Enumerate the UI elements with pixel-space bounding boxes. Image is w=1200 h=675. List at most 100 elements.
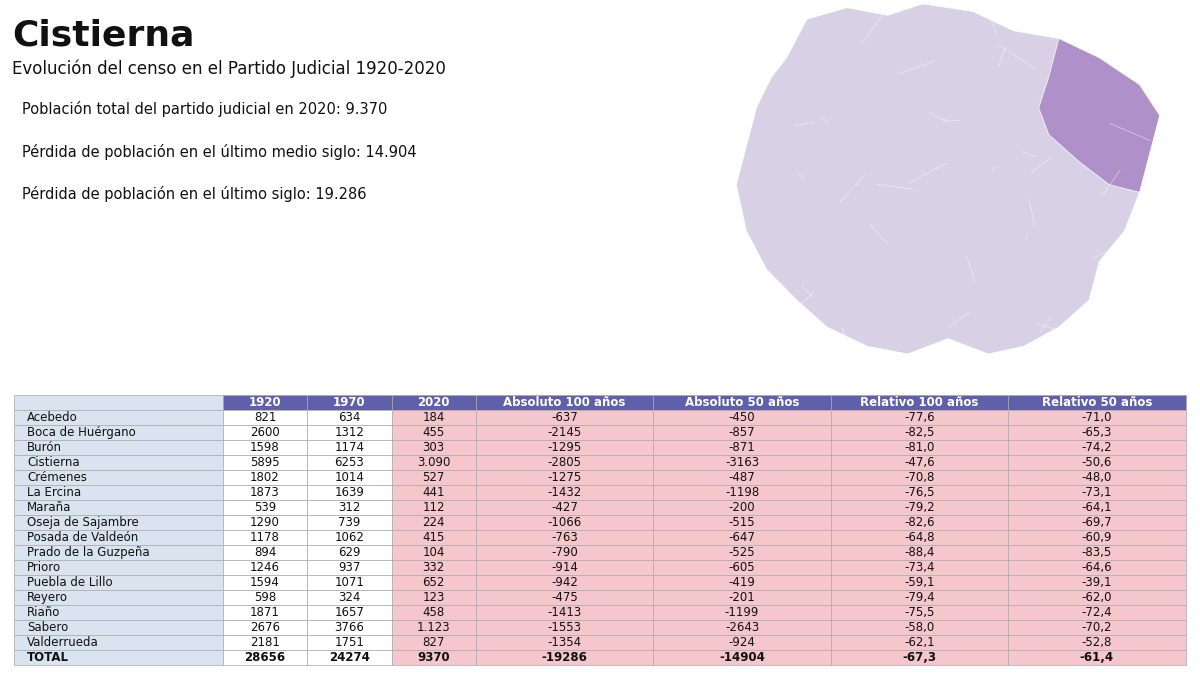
Text: Absoluto 50 años: Absoluto 50 años bbox=[685, 396, 799, 409]
Text: -487: -487 bbox=[728, 471, 755, 484]
Text: -637: -637 bbox=[551, 411, 578, 424]
Bar bbox=[307, 635, 391, 650]
Text: 937: 937 bbox=[338, 561, 360, 574]
Text: -475: -475 bbox=[551, 591, 578, 604]
Bar bbox=[307, 650, 391, 665]
Text: -3163: -3163 bbox=[725, 456, 760, 469]
Text: 1920: 1920 bbox=[248, 396, 281, 409]
Text: -81,0: -81,0 bbox=[905, 441, 935, 454]
Bar bbox=[653, 395, 830, 410]
Bar bbox=[223, 440, 307, 455]
Bar bbox=[1008, 635, 1186, 650]
Bar bbox=[391, 590, 476, 605]
Bar bbox=[223, 605, 307, 620]
Text: -73,1: -73,1 bbox=[1081, 486, 1112, 499]
Bar bbox=[391, 485, 476, 500]
Bar bbox=[391, 545, 476, 560]
Bar bbox=[476, 635, 653, 650]
Bar bbox=[223, 410, 307, 425]
Text: 894: 894 bbox=[254, 546, 276, 559]
Bar bbox=[653, 560, 830, 575]
Bar bbox=[1008, 605, 1186, 620]
Text: -82,6: -82,6 bbox=[904, 516, 935, 529]
Bar bbox=[1008, 425, 1186, 440]
Text: 1246: 1246 bbox=[250, 561, 280, 574]
Bar bbox=[830, 650, 1008, 665]
Text: 1639: 1639 bbox=[335, 486, 365, 499]
Text: 6253: 6253 bbox=[335, 456, 365, 469]
Bar bbox=[223, 455, 307, 470]
Bar bbox=[307, 470, 391, 485]
Text: -605: -605 bbox=[728, 561, 755, 574]
Bar bbox=[830, 545, 1008, 560]
Text: -74,2: -74,2 bbox=[1081, 441, 1112, 454]
Bar bbox=[391, 425, 476, 440]
Bar bbox=[307, 545, 391, 560]
Bar bbox=[476, 470, 653, 485]
Bar bbox=[14, 515, 223, 530]
Text: 634: 634 bbox=[338, 411, 360, 424]
Text: Absoluto 100 años: Absoluto 100 años bbox=[503, 396, 625, 409]
Text: -62,0: -62,0 bbox=[1081, 591, 1112, 604]
Text: -647: -647 bbox=[728, 531, 756, 544]
Bar bbox=[1008, 590, 1186, 605]
Text: -65,3: -65,3 bbox=[1081, 426, 1112, 439]
Text: Maraña: Maraña bbox=[26, 501, 71, 514]
Text: Valderrueda: Valderrueda bbox=[26, 636, 98, 649]
Bar bbox=[1008, 500, 1186, 515]
Text: -88,4: -88,4 bbox=[905, 546, 935, 559]
Text: -14904: -14904 bbox=[719, 651, 764, 664]
Text: Prioro: Prioro bbox=[26, 561, 61, 574]
Bar bbox=[830, 560, 1008, 575]
Text: -763: -763 bbox=[551, 531, 578, 544]
Text: -58,0: -58,0 bbox=[905, 621, 935, 634]
Text: -1066: -1066 bbox=[547, 516, 582, 529]
Text: Oseja de Sajambre: Oseja de Sajambre bbox=[26, 516, 139, 529]
Bar bbox=[476, 590, 653, 605]
Bar bbox=[307, 515, 391, 530]
Bar bbox=[653, 410, 830, 425]
Text: -79,2: -79,2 bbox=[904, 501, 935, 514]
Bar bbox=[476, 545, 653, 560]
Text: -52,8: -52,8 bbox=[1081, 636, 1112, 649]
Bar bbox=[1008, 395, 1186, 410]
Text: Pérdida de población en el último siglo: 19.286: Pérdida de población en el último siglo:… bbox=[22, 186, 366, 202]
Text: -67,3: -67,3 bbox=[902, 651, 936, 664]
Bar bbox=[476, 485, 653, 500]
Text: 1062: 1062 bbox=[335, 531, 365, 544]
Bar bbox=[223, 470, 307, 485]
Text: -525: -525 bbox=[728, 546, 755, 559]
Bar bbox=[14, 605, 223, 620]
Text: -79,4: -79,4 bbox=[904, 591, 935, 604]
Text: -60,9: -60,9 bbox=[1081, 531, 1112, 544]
Text: 312: 312 bbox=[338, 501, 360, 514]
Bar bbox=[307, 560, 391, 575]
Bar bbox=[830, 575, 1008, 590]
Text: -47,6: -47,6 bbox=[904, 456, 935, 469]
Text: Relativo 50 años: Relativo 50 años bbox=[1042, 396, 1152, 409]
Bar bbox=[391, 605, 476, 620]
Bar bbox=[653, 545, 830, 560]
Text: -64,1: -64,1 bbox=[1081, 501, 1112, 514]
Text: Cistierna: Cistierna bbox=[26, 456, 79, 469]
Bar bbox=[653, 485, 830, 500]
Bar bbox=[1008, 440, 1186, 455]
Polygon shape bbox=[737, 4, 1159, 354]
Bar bbox=[391, 650, 476, 665]
Bar bbox=[830, 440, 1008, 455]
Text: TOTAL: TOTAL bbox=[26, 651, 68, 664]
Text: Boca de Huérgano: Boca de Huérgano bbox=[26, 426, 136, 439]
Text: Pérdida de población en el último medio siglo: 14.904: Pérdida de población en el último medio … bbox=[22, 144, 416, 159]
Bar bbox=[1008, 515, 1186, 530]
Text: 1970: 1970 bbox=[334, 396, 366, 409]
Bar bbox=[653, 575, 830, 590]
Text: 303: 303 bbox=[422, 441, 445, 454]
Bar bbox=[223, 425, 307, 440]
Bar bbox=[391, 455, 476, 470]
Text: Acebedo: Acebedo bbox=[26, 411, 78, 424]
Text: -1275: -1275 bbox=[547, 471, 582, 484]
Text: 739: 739 bbox=[338, 516, 360, 529]
Bar bbox=[223, 395, 307, 410]
Text: Crémenes: Crémenes bbox=[26, 471, 86, 484]
Bar bbox=[476, 395, 653, 410]
